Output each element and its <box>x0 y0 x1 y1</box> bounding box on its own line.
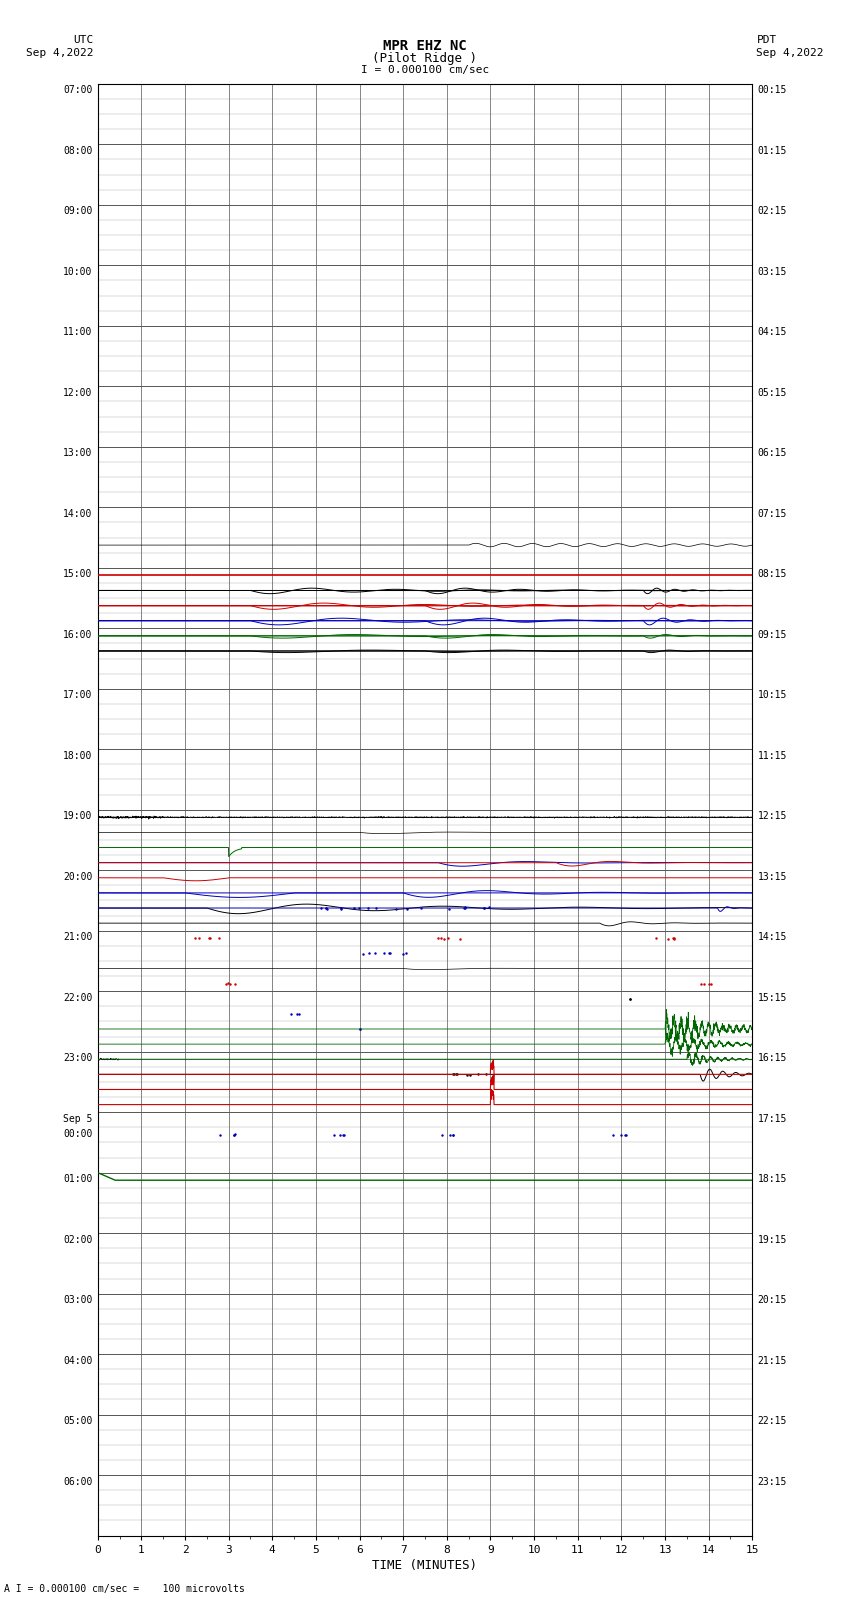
Text: 06:00: 06:00 <box>63 1476 93 1487</box>
Text: 08:00: 08:00 <box>63 145 93 156</box>
Text: UTC: UTC <box>73 35 94 45</box>
X-axis label: TIME (MINUTES): TIME (MINUTES) <box>372 1558 478 1571</box>
Text: 00:00: 00:00 <box>63 1129 93 1139</box>
Text: 11:15: 11:15 <box>757 750 787 761</box>
Text: 09:15: 09:15 <box>757 629 787 640</box>
Text: 09:00: 09:00 <box>63 206 93 216</box>
Text: 18:15: 18:15 <box>757 1174 787 1184</box>
Text: 07:15: 07:15 <box>757 508 787 519</box>
Text: 21:15: 21:15 <box>757 1355 787 1366</box>
Text: 08:15: 08:15 <box>757 569 787 579</box>
Text: 19:15: 19:15 <box>757 1234 787 1245</box>
Text: 12:00: 12:00 <box>63 387 93 398</box>
Text: 14:15: 14:15 <box>757 932 787 942</box>
Text: 07:00: 07:00 <box>63 85 93 95</box>
Text: 12:15: 12:15 <box>757 811 787 821</box>
Text: 03:15: 03:15 <box>757 266 787 277</box>
Text: 18:00: 18:00 <box>63 750 93 761</box>
Text: 00:15: 00:15 <box>757 85 787 95</box>
Text: 03:00: 03:00 <box>63 1295 93 1305</box>
Text: 20:00: 20:00 <box>63 871 93 882</box>
Text: 22:15: 22:15 <box>757 1416 787 1426</box>
Text: 01:15: 01:15 <box>757 145 787 156</box>
Text: 01:00: 01:00 <box>63 1174 93 1184</box>
Text: 14:00: 14:00 <box>63 508 93 519</box>
Text: 05:00: 05:00 <box>63 1416 93 1426</box>
Text: 05:15: 05:15 <box>757 387 787 398</box>
Text: 06:15: 06:15 <box>757 448 787 458</box>
Text: A I = 0.000100 cm/sec =    100 microvolts: A I = 0.000100 cm/sec = 100 microvolts <box>4 1584 245 1594</box>
Text: 23:00: 23:00 <box>63 1053 93 1063</box>
Text: Sep 5: Sep 5 <box>63 1113 93 1124</box>
Text: 23:15: 23:15 <box>757 1476 787 1487</box>
Text: 02:00: 02:00 <box>63 1234 93 1245</box>
Text: I = 0.000100 cm/sec: I = 0.000100 cm/sec <box>361 65 489 74</box>
Text: 16:00: 16:00 <box>63 629 93 640</box>
Text: 21:00: 21:00 <box>63 932 93 942</box>
Text: 17:15: 17:15 <box>757 1113 787 1124</box>
Text: 13:00: 13:00 <box>63 448 93 458</box>
Text: 04:00: 04:00 <box>63 1355 93 1366</box>
Text: 15:00: 15:00 <box>63 569 93 579</box>
Text: 15:15: 15:15 <box>757 992 787 1003</box>
Text: 17:00: 17:00 <box>63 690 93 700</box>
Text: 02:15: 02:15 <box>757 206 787 216</box>
Text: 22:00: 22:00 <box>63 992 93 1003</box>
Text: 10:15: 10:15 <box>757 690 787 700</box>
Text: 13:15: 13:15 <box>757 871 787 882</box>
Text: (Pilot Ridge ): (Pilot Ridge ) <box>372 52 478 65</box>
Text: MPR EHZ NC: MPR EHZ NC <box>383 39 467 53</box>
Text: 04:15: 04:15 <box>757 327 787 337</box>
Text: 16:15: 16:15 <box>757 1053 787 1063</box>
Text: Sep 4,2022: Sep 4,2022 <box>26 48 94 58</box>
Text: PDT: PDT <box>756 35 777 45</box>
Text: 19:00: 19:00 <box>63 811 93 821</box>
Text: 11:00: 11:00 <box>63 327 93 337</box>
Text: 20:15: 20:15 <box>757 1295 787 1305</box>
Text: 10:00: 10:00 <box>63 266 93 277</box>
Text: Sep 4,2022: Sep 4,2022 <box>756 48 824 58</box>
